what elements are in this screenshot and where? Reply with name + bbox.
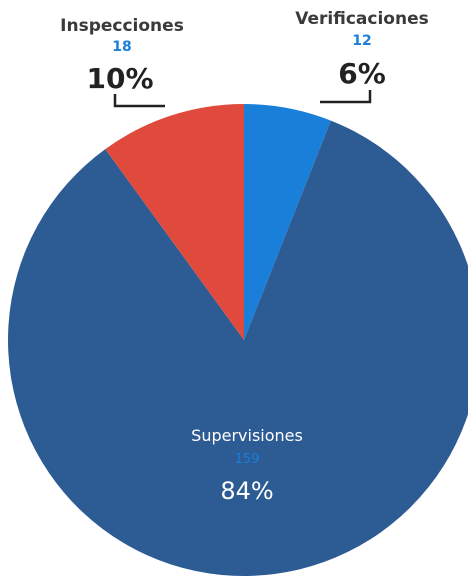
pie-slices — [8, 104, 468, 576]
label-verificaciones-name: Verificaciones — [295, 9, 428, 29]
slice-verificaciones — [244, 104, 331, 340]
label-verificaciones-count: 12 — [352, 33, 371, 49]
leader-line-verificaciones — [320, 90, 372, 104]
label-verificaciones-percent: 6% — [338, 57, 386, 90]
label-supervisiones-percent: 84% — [220, 477, 273, 505]
label-inspecciones-name: Inspecciones — [60, 16, 184, 36]
leader-line-inspecciones — [113, 94, 165, 108]
label-inspecciones-count: 18 — [112, 39, 131, 55]
slice-inspecciones — [105, 104, 244, 340]
label-inspecciones-percent: 10% — [86, 62, 153, 95]
label-supervisiones-count: 159 — [235, 452, 260, 467]
label-supervisiones-name: Supervisiones — [191, 426, 303, 445]
slice-supervisiones — [8, 120, 468, 576]
